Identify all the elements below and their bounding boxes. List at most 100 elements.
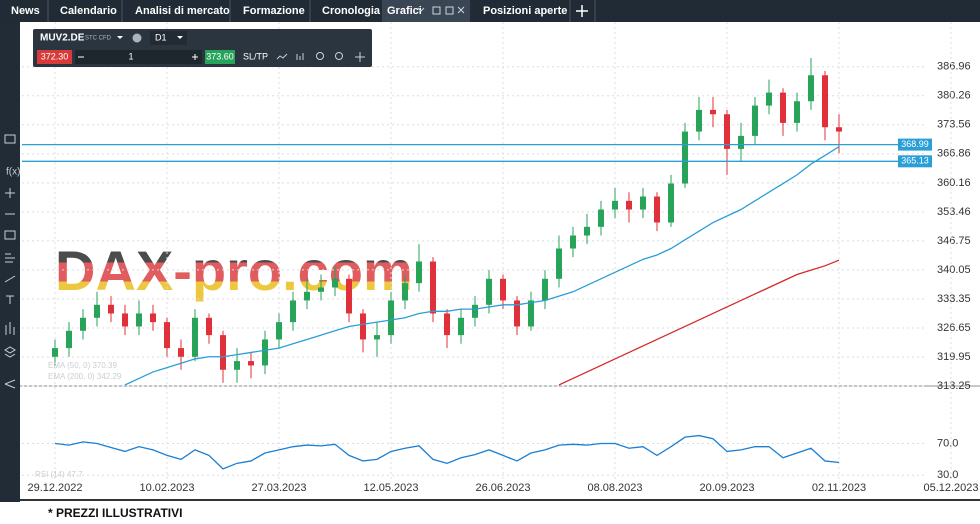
y-tick-label: 373.56 <box>937 119 971 131</box>
candle-body <box>668 183 674 223</box>
candle-body <box>360 313 366 340</box>
quantity-field[interactable] <box>75 50 202 64</box>
symbol[interactable]: MUV2.DE <box>40 33 85 44</box>
candle-body <box>626 200 632 210</box>
nav-tab[interactable]: Posizioni aperte <box>483 5 567 17</box>
level-label: 365.13 <box>901 156 929 166</box>
series-line <box>54 434 840 470</box>
y-tick-label: 380.26 <box>937 90 971 102</box>
candle-body <box>542 278 548 301</box>
nav-tab[interactable]: Calendario <box>60 5 117 17</box>
candle-body <box>430 261 436 314</box>
nav-tab[interactable]: Cronologia <box>322 5 381 17</box>
symbol-dropdown[interactable] <box>117 36 123 39</box>
legend-entry: EMA (200, 0) 342.29 <box>48 372 122 381</box>
x-tick-label: 05.12.2023 <box>923 482 978 494</box>
candle-body <box>388 300 394 336</box>
instrument-type: STC CFD <box>85 36 112 42</box>
candle-body <box>808 75 814 102</box>
candle-body <box>94 304 100 318</box>
info-icon[interactable] <box>132 33 142 43</box>
series-line <box>124 146 840 386</box>
x-tick-label: 29.12.2022 <box>27 482 82 494</box>
candle-body <box>304 291 310 301</box>
y-tick-label: 313.25 <box>937 380 971 392</box>
candle-body <box>780 92 786 123</box>
x-tick-label: 02.11.2023 <box>812 482 866 494</box>
level-tag <box>898 138 932 151</box>
nav-tab[interactable]: News <box>11 5 40 17</box>
candle-body <box>612 200 618 210</box>
candle-body <box>150 313 156 323</box>
tool-icons[interactable] <box>276 52 365 62</box>
y-tick-label: 360.16 <box>937 177 971 189</box>
candle-body <box>164 322 170 349</box>
candle-body <box>262 339 268 366</box>
timeframe-box[interactable] <box>150 31 187 45</box>
y-tick-label: 366.86 <box>937 148 971 160</box>
candle-body <box>752 105 758 136</box>
x-tick-label: 08.08.2023 <box>587 482 642 494</box>
buy-button[interactable] <box>205 50 235 64</box>
tab-icons[interactable] <box>417 6 465 15</box>
legend-entry: RSI (14) 47.7 <box>35 470 83 479</box>
candle-body <box>822 75 828 128</box>
candle-body <box>108 304 114 314</box>
candle-body <box>710 109 716 115</box>
candle-body <box>724 114 730 149</box>
x-tick-label: 10.02.2023 <box>139 482 194 494</box>
sl-tp[interactable]: SL/TP <box>243 51 268 61</box>
candle-body <box>500 278 506 301</box>
y-tick-label: 353.46 <box>937 206 971 218</box>
candle-body <box>346 278 352 314</box>
candle-body <box>206 317 212 336</box>
legend-entry: EMA (50, 0) 370.39 <box>48 361 117 370</box>
quantity[interactable]: 1 <box>128 51 133 61</box>
candle-body <box>248 361 254 366</box>
candle-body <box>472 304 478 318</box>
candle-body <box>192 317 198 357</box>
candle-body <box>276 322 282 340</box>
y-tick-label: 326.65 <box>937 322 971 334</box>
series-line <box>558 259 840 386</box>
candle-body <box>80 317 86 331</box>
x-tick-label: 27.03.2023 <box>251 482 306 494</box>
candle-body <box>528 300 534 327</box>
nav-separators <box>47 0 596 22</box>
sell-button[interactable] <box>37 50 72 64</box>
candle-body <box>766 92 772 106</box>
candle-body <box>220 335 226 370</box>
sidebar-icons[interactable] <box>4 134 16 389</box>
y-tick-label: 386.96 <box>937 61 971 73</box>
candle-body <box>332 278 338 288</box>
nav-tab[interactable]: Grafici <box>387 5 422 17</box>
level-tag <box>898 155 932 168</box>
candle-body <box>416 261 422 284</box>
nav-tab[interactable]: Analisi di mercato <box>135 5 230 17</box>
y-tick-label: 346.75 <box>937 235 971 247</box>
candle-body <box>178 348 184 357</box>
candle-body <box>696 109 702 132</box>
candle-body <box>234 361 240 370</box>
candle-body <box>682 131 688 184</box>
disclaimer: * PREZZI ILLUSTRATIVI <box>48 506 182 520</box>
candle-body <box>654 196 660 223</box>
nav-tab[interactable]: Formazione <box>243 5 305 17</box>
candle-body <box>122 313 128 327</box>
timeframe-dropdown[interactable] <box>177 36 183 39</box>
increase[interactable] <box>192 54 198 60</box>
active-tab <box>382 0 470 22</box>
sell-price[interactable]: 372.30 <box>41 51 69 61</box>
fx-icon[interactable]: f(x) <box>6 167 20 178</box>
timeframe[interactable]: D1 <box>155 32 167 42</box>
buy-price[interactable]: 373.60 <box>206 51 234 61</box>
candle-body <box>374 335 380 340</box>
add-tab[interactable] <box>576 5 588 17</box>
y-tick-label: 30.0 <box>937 469 958 481</box>
candle-body <box>514 300 520 327</box>
x-tick-label: 20.09.2023 <box>699 482 754 494</box>
candle-body <box>458 317 464 336</box>
y-tick-label: 340.05 <box>937 264 971 276</box>
candle-body <box>556 248 562 279</box>
